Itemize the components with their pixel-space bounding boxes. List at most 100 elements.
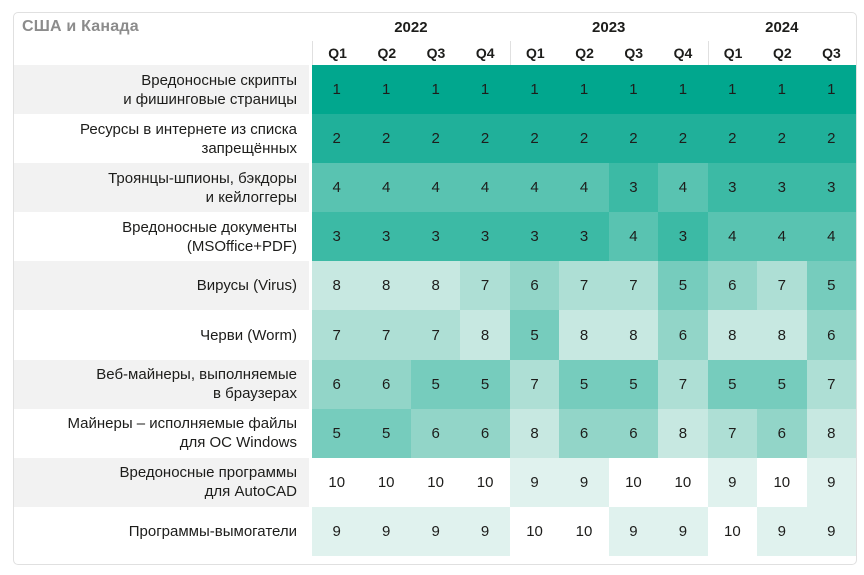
row-label: Программы-вымогатели xyxy=(14,507,309,556)
rank-cell: 6 xyxy=(806,310,856,360)
ranking-table-card: США и Канада 2022 2023 2024 Q1 Q2 Q3 Q4 … xyxy=(13,12,857,565)
rank-cell: 2 xyxy=(312,114,362,164)
row-label-line: Троянцы-шпионы, бэкдоры xyxy=(108,169,297,187)
table-row: Вирусы (Virus) 8 8 8 7 6 7 7 5 6 7 5 xyxy=(14,261,856,311)
rank-cell: 1 xyxy=(509,65,560,115)
table-row: Ресурсы в интернете из списка запрещённых… xyxy=(14,114,856,164)
row-cells: 9 9 9 9 10 10 9 9 10 9 9 xyxy=(312,506,856,556)
row-label-line: Черви (Worm) xyxy=(200,326,297,344)
rank-cell: 10 xyxy=(658,457,708,507)
rank-cell: 8 xyxy=(361,261,411,311)
rank-cell: 5 xyxy=(509,310,560,360)
rank-cell: 10 xyxy=(312,457,362,507)
row-label-line: для ОС Windows xyxy=(179,434,297,452)
rank-cell: 2 xyxy=(658,114,708,164)
rank-cell: 5 xyxy=(559,359,609,409)
rank-cell: 9 xyxy=(460,506,510,556)
rank-cell: 6 xyxy=(608,408,659,458)
rank-cell: 9 xyxy=(361,506,411,556)
rank-cell: 2 xyxy=(410,114,461,164)
rank-cell: 8 xyxy=(806,408,856,458)
rank-cell: 9 xyxy=(707,457,758,507)
rank-cell: 3 xyxy=(757,163,807,213)
rank-cell: 9 xyxy=(559,457,609,507)
rank-cell: 3 xyxy=(658,212,708,262)
rank-cell: 6 xyxy=(707,261,758,311)
rank-cell: 6 xyxy=(410,408,461,458)
rank-cell: 5 xyxy=(757,359,807,409)
quarter-label: Q4 xyxy=(475,45,495,61)
rank-cell: 1 xyxy=(608,65,659,115)
rank-cell: 8 xyxy=(509,408,560,458)
row-label: Ресурсы в интернете из списка запрещённых xyxy=(14,114,309,163)
rank-cell: 7 xyxy=(757,261,807,311)
rank-cell: 1 xyxy=(312,65,362,115)
row-label-line: Майнеры – исполняемые файлы xyxy=(67,415,297,433)
rank-cell: 3 xyxy=(460,212,510,262)
rank-cell: 8 xyxy=(312,261,362,311)
rank-cell: 1 xyxy=(559,65,609,115)
table-body: Вредоносные скрипты и фишинговые страницы… xyxy=(14,65,856,556)
rank-cell: 9 xyxy=(608,506,659,556)
rank-cell: 1 xyxy=(460,65,510,115)
quarter-label: Q1 xyxy=(707,41,758,65)
rank-cell: 3 xyxy=(410,212,461,262)
quarter-labels: Q1 Q2 Q3 Q4 Q1 Q2 Q3 Q4 Q1 Q2 Q3 xyxy=(312,41,856,65)
row-label-line: (MSOffice+PDF) xyxy=(186,237,297,255)
rank-cell: 2 xyxy=(757,114,807,164)
quarter-label: Q1 xyxy=(509,41,560,65)
rank-cell: 3 xyxy=(707,163,758,213)
rank-cell: 10 xyxy=(707,506,758,556)
rank-cell: 5 xyxy=(658,261,708,311)
rank-cell: 4 xyxy=(757,212,807,262)
rank-cell: 8 xyxy=(410,261,461,311)
rank-cell: 8 xyxy=(608,310,659,360)
rank-cell: 5 xyxy=(361,408,411,458)
rank-cell: 8 xyxy=(658,408,708,458)
quarter-header-spacer xyxy=(14,41,309,65)
rank-cell: 9 xyxy=(509,457,560,507)
table-row: Вредоносные программы для AutoCAD 10 10 10 10… xyxy=(14,457,856,507)
rank-cell: 8 xyxy=(559,310,609,360)
rank-cell: 2 xyxy=(509,114,560,164)
rank-cell: 7 xyxy=(806,359,856,409)
row-label-line: Вирусы (Virus) xyxy=(196,277,297,295)
year-label-2024: 2024 xyxy=(765,18,799,36)
quarter-label: Q2 xyxy=(772,45,792,61)
row-label-line: и кейлоггеры xyxy=(205,188,297,206)
rank-cell: 10 xyxy=(559,506,609,556)
row-label: Веб-майнеры, выполняемые в браузерах xyxy=(14,359,309,409)
rank-cell: 7 xyxy=(658,359,708,409)
row-label-line: Веб-майнеры, выполняемые xyxy=(96,366,297,384)
rank-cell: 3 xyxy=(806,163,856,213)
rank-cell: 10 xyxy=(460,457,510,507)
rank-cell: 1 xyxy=(361,65,411,115)
rank-cell: 10 xyxy=(361,457,411,507)
rank-cell: 7 xyxy=(509,359,560,409)
row-label: Вредоносные скрипты и фишинговые страницы xyxy=(14,65,309,115)
row-label: Черви (Worm) xyxy=(14,310,309,359)
rank-cell: 2 xyxy=(460,114,510,164)
rank-cell: 4 xyxy=(460,163,510,213)
row-label-line: Ресурсы в интернете из списка xyxy=(80,120,297,138)
rank-cell: 6 xyxy=(559,408,609,458)
rank-cell: 5 xyxy=(312,408,362,458)
rank-cell: 4 xyxy=(312,163,362,213)
row-label-line: Вредоносные документы xyxy=(122,218,297,236)
quarter-label: Q2 xyxy=(377,45,397,61)
rank-cell: 6 xyxy=(460,408,510,458)
year-header-row: США и Канада 2022 2023 2024 xyxy=(14,13,856,41)
quarter-header-row: Q1 Q2 Q3 Q4 Q1 Q2 Q3 Q4 Q1 Q2 Q3 xyxy=(14,41,856,65)
rank-cell: 4 xyxy=(707,212,758,262)
rank-cell: 4 xyxy=(410,163,461,213)
rank-cell: 9 xyxy=(806,506,856,556)
rank-cell: 2 xyxy=(608,114,659,164)
rank-cell: 5 xyxy=(806,261,856,311)
rank-cell: 1 xyxy=(658,65,708,115)
